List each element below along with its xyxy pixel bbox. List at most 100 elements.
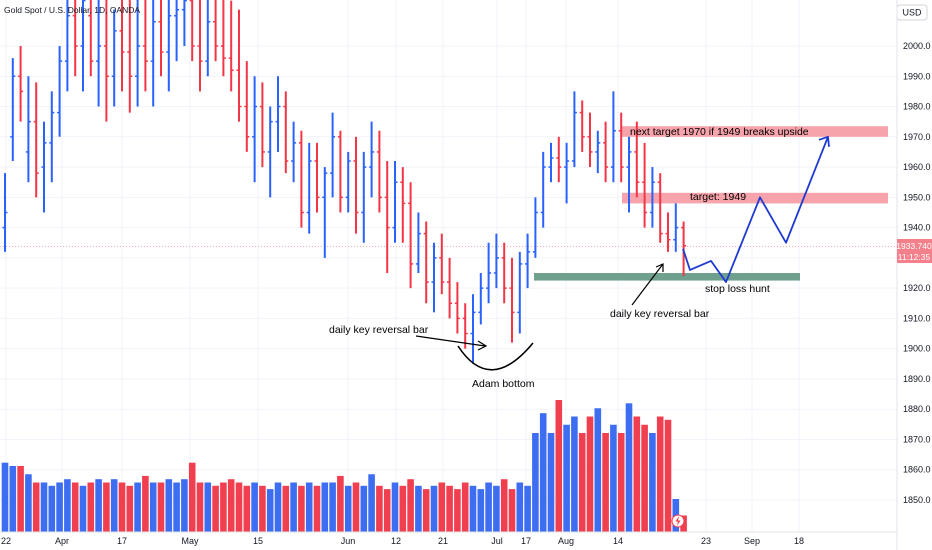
ohlc-bar bbox=[10, 58, 16, 162]
volume-bar bbox=[360, 485, 368, 532]
ohlc-bar bbox=[2, 173, 8, 252]
annotation-arrow-left[interactable] bbox=[415, 335, 486, 347]
ohlc-bar bbox=[665, 212, 671, 252]
ohlc-bar bbox=[158, 0, 164, 77]
price-tick-label: 2000.0 bbox=[903, 41, 931, 51]
volume-bar bbox=[407, 479, 414, 532]
ohlc-bar bbox=[33, 82, 39, 198]
volume-bar bbox=[516, 482, 524, 532]
time-tick-label: Apr bbox=[55, 536, 69, 546]
currency-button[interactable]: USD bbox=[902, 8, 922, 18]
ohlc-bar bbox=[220, 0, 226, 77]
ohlc-bar bbox=[392, 161, 398, 243]
stop-loss-zone[interactable] bbox=[534, 273, 800, 281]
volume-bar bbox=[633, 416, 641, 532]
volume-bar bbox=[1, 462, 9, 532]
volume-bar bbox=[64, 479, 71, 532]
ohlc-bar bbox=[49, 91, 55, 183]
time-tick-label: May bbox=[181, 536, 199, 546]
ohlc-bar bbox=[556, 136, 562, 183]
price-tick-label: 1900.0 bbox=[903, 344, 931, 354]
volume-bar bbox=[142, 475, 149, 532]
ohlc-bar bbox=[415, 212, 421, 273]
ohlc-bar bbox=[189, 0, 195, 62]
adam-bottom-curve[interactable] bbox=[457, 342, 534, 371]
volume-bar bbox=[220, 482, 227, 532]
ohlc-bar bbox=[423, 221, 429, 304]
ohlc-bar bbox=[595, 130, 601, 174]
volume-bar bbox=[25, 474, 32, 532]
time-tick-label: Aug bbox=[558, 536, 574, 546]
ohlc-bar bbox=[454, 282, 460, 334]
ohlc-bar bbox=[579, 100, 585, 152]
volume-bar bbox=[368, 474, 375, 532]
ohlc-bar bbox=[283, 91, 289, 174]
ohlc-bar bbox=[135, 0, 141, 107]
ohlc-bar bbox=[166, 0, 172, 92]
volume-bar bbox=[71, 482, 79, 532]
price-tick-label: 1860.0 bbox=[903, 465, 931, 475]
ohlc-bar bbox=[80, 0, 86, 92]
price-tick-label: 1990.0 bbox=[903, 71, 931, 81]
ohlc-bar bbox=[103, 0, 109, 122]
annotation-arrow-right[interactable] bbox=[631, 263, 664, 306]
ohlc-bar bbox=[244, 61, 250, 152]
ohlc-bar bbox=[532, 197, 538, 258]
volume-bar bbox=[274, 482, 282, 532]
ohlc-bar bbox=[72, 0, 78, 77]
price-tag bbox=[897, 239, 932, 263]
time-tick-label: Sep bbox=[744, 536, 760, 546]
ohlc-bar bbox=[369, 121, 375, 198]
ohlc-bar bbox=[228, 0, 234, 92]
ohlc-bar bbox=[525, 233, 531, 289]
volume-bar bbox=[251, 482, 258, 532]
volume-bar bbox=[235, 482, 243, 532]
volume-bar bbox=[610, 424, 617, 532]
price-tick-label: 1980.0 bbox=[903, 102, 931, 112]
target-zone[interactable] bbox=[622, 126, 888, 137]
ohlc-bar bbox=[330, 112, 336, 198]
ohlc-bar bbox=[548, 142, 554, 183]
target-zone[interactable] bbox=[622, 192, 888, 204]
volume-bar bbox=[571, 416, 578, 532]
ohlc-bar bbox=[587, 112, 593, 168]
ohlc-bar bbox=[142, 0, 148, 92]
ohlc-bar bbox=[41, 121, 47, 213]
volume-bar bbox=[110, 479, 118, 532]
ohlc-bar bbox=[493, 233, 499, 289]
lightning-glyph-icon bbox=[675, 516, 681, 526]
ohlc-bar bbox=[64, 0, 70, 92]
time-tick-label: Jun bbox=[341, 536, 356, 546]
volume-bar bbox=[391, 482, 399, 532]
volume-bar bbox=[259, 485, 266, 532]
ohlc-bar bbox=[486, 242, 492, 304]
ohlc-bar bbox=[291, 121, 297, 183]
volume-bar bbox=[48, 485, 56, 532]
ohlc-bar bbox=[314, 142, 320, 213]
ohlc-bar bbox=[57, 46, 63, 137]
ohlc-bar bbox=[517, 251, 523, 334]
volume-bar bbox=[196, 482, 204, 532]
volume-bar bbox=[594, 408, 602, 532]
volume-bar bbox=[438, 482, 446, 532]
volume-bar bbox=[87, 482, 95, 532]
volume-bar bbox=[188, 462, 196, 532]
time-tick-label: 17 bbox=[521, 536, 531, 546]
volume-bar bbox=[134, 482, 141, 532]
time-tick-label: Jul bbox=[491, 536, 503, 546]
projected-path[interactable] bbox=[682, 136, 829, 283]
price-tick-label: 1910.0 bbox=[903, 313, 931, 323]
volume-bar bbox=[305, 482, 313, 532]
ohlc-bar bbox=[306, 142, 312, 234]
annotation-reversal-bar-right: daily key reversal bar bbox=[610, 308, 710, 320]
price-tick-label: 1960.0 bbox=[903, 162, 931, 172]
time-axis[interactable]: 22 Apr 17 May 15 Jun 12 21 Jul 17 Aug 14 23 Sep 18 bbox=[1, 536, 804, 546]
ohlc-bar bbox=[345, 151, 351, 213]
price-axis[interactable]: 1850.0 1860.0 1870.0 1880.0 1890.0 1900.0 1910… bbox=[903, 41, 931, 505]
volume-bar bbox=[173, 482, 180, 532]
volume-bar bbox=[344, 485, 352, 532]
ohlc-bar bbox=[181, 0, 187, 46]
volume-bar bbox=[126, 485, 134, 532]
ohlc-bar bbox=[322, 167, 328, 258]
volume-bar bbox=[321, 482, 329, 532]
